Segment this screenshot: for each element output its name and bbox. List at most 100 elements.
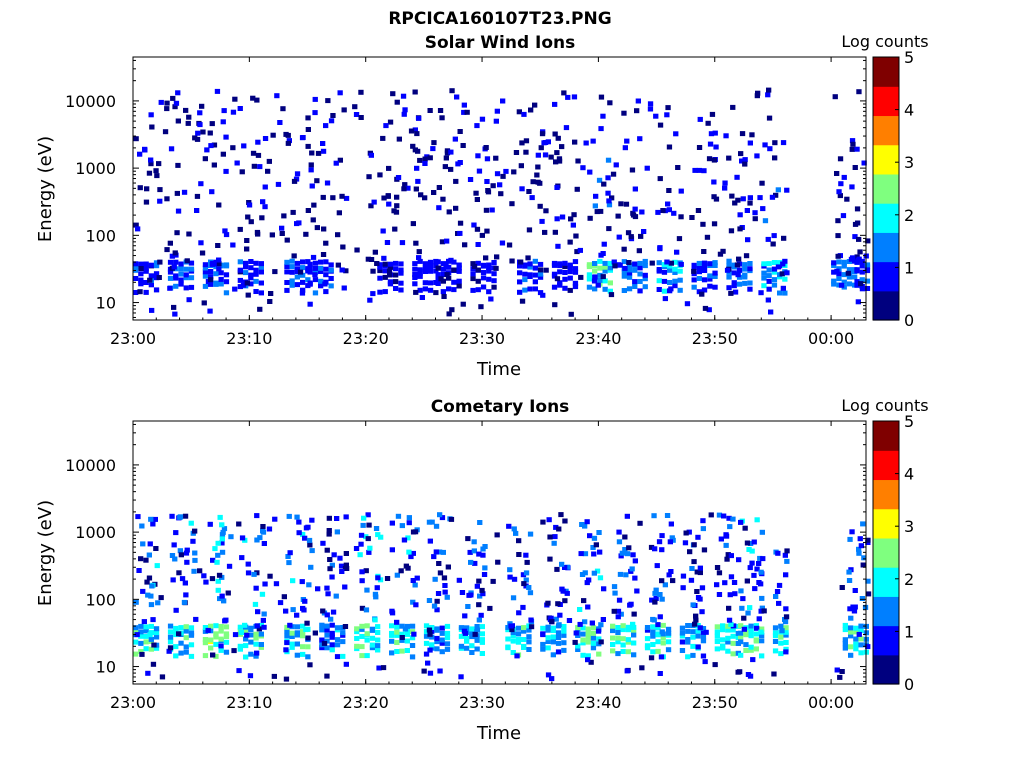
- spectrogram-cell: [253, 289, 259, 294]
- spectrogram-cell: [759, 595, 765, 601]
- spectrogram-cell: [221, 108, 227, 114]
- spectrogram-cell: [468, 559, 474, 565]
- spectrogram-cell: [258, 631, 264, 637]
- spectrogram-cell: [178, 271, 184, 277]
- spectrogram-cell: [336, 210, 342, 216]
- spectrogram-cell: [864, 268, 871, 274]
- spectrogram-cell: [631, 611, 637, 617]
- spectrogram-cell: [208, 637, 214, 643]
- spectrogram-cell: [545, 600, 551, 606]
- spectrogram-cell: [598, 639, 604, 645]
- spectrogram-cell: [772, 155, 778, 161]
- spectrogram-cell: [259, 215, 265, 221]
- spectrogram-cell: [219, 540, 225, 546]
- spectrogram-cell: [232, 286, 238, 292]
- spectrogram-cell: [738, 639, 744, 645]
- spectrogram-cell: [353, 112, 360, 117]
- spectrogram-cell: [847, 536, 853, 542]
- spectrogram-cell: [294, 171, 301, 177]
- spectrogram-cell: [216, 266, 222, 272]
- spectrogram-cell: [630, 212, 637, 218]
- spectrogram-cell: [178, 552, 184, 558]
- spectrogram-cell: [216, 202, 222, 208]
- x-tick-label: 23:40: [575, 329, 621, 348]
- spectrogram-cell: [178, 277, 184, 283]
- spectrogram-cell: [591, 570, 597, 576]
- spectrogram-cell: [290, 578, 296, 584]
- spectrogram-cell: [689, 215, 695, 220]
- spectrogram-cell: [423, 623, 430, 629]
- spectrogram-cell: [570, 222, 576, 228]
- spectrogram-cell: [574, 186, 580, 192]
- spectrogram-cell: [551, 540, 557, 546]
- spectrogram-cell: [215, 552, 221, 558]
- spectrogram-cell: [213, 280, 219, 286]
- spectrogram-cell: [243, 643, 249, 649]
- spectrogram-cell: [375, 647, 381, 653]
- spectrogram-cell: [133, 599, 139, 605]
- spectrogram-cell: [153, 275, 160, 281]
- spectrogram-cell: [842, 641, 848, 647]
- spectrogram-cell: [312, 110, 318, 116]
- spectrogram-cell: [782, 290, 788, 296]
- spectrogram-cell: [413, 240, 419, 246]
- spectrogram-cell: [616, 597, 623, 603]
- spectrogram-cell: [367, 545, 373, 551]
- spectrogram-cell: [632, 261, 638, 267]
- spectrogram-cell: [183, 635, 189, 641]
- spectrogram-cell: [834, 667, 840, 673]
- spectrogram-cell: [177, 514, 184, 520]
- spectrogram-cell: [691, 262, 697, 268]
- spectrogram-cell: [405, 565, 411, 571]
- spectrogram-cell: [138, 261, 144, 267]
- spectrogram-cell: [848, 629, 854, 635]
- spectrogram-cell: [143, 646, 149, 652]
- spectrogram-cell: [365, 536, 371, 542]
- spectrogram-cell: [429, 642, 435, 648]
- spectrogram-cell: [507, 574, 513, 580]
- spectrogram-cell: [452, 136, 458, 142]
- spectrogram-cell: [526, 634, 532, 640]
- spectrogram-cell: [259, 591, 266, 597]
- spectrogram-cell: [314, 225, 320, 231]
- spectrogram-cell: [701, 547, 708, 553]
- spectrogram-cell: [707, 141, 714, 147]
- spectrogram-cell: [253, 267, 259, 273]
- spectrogram-cell: [300, 629, 306, 635]
- spectrogram-cell: [178, 281, 184, 287]
- spectrogram-cell: [720, 637, 726, 643]
- spectrogram-cell: [202, 273, 209, 279]
- spectrogram-cell: [439, 115, 445, 121]
- spectrogram-cell: [675, 165, 681, 170]
- spectrogram-cell: [202, 265, 209, 271]
- spectrogram-cell: [155, 600, 161, 606]
- spectrogram-cell: [557, 612, 563, 618]
- spectrogram-cell: [324, 673, 330, 679]
- spectrogram-cell: [191, 568, 197, 574]
- spectrogram-cell: [573, 630, 579, 636]
- spectrogram-cell: [691, 268, 697, 274]
- spectrogram-cell: [753, 631, 759, 637]
- spectrogram-cell: [422, 269, 428, 274]
- spectrogram-cell: [177, 548, 183, 554]
- spectrogram-cell: [309, 183, 315, 189]
- spectrogram-cell: [511, 526, 517, 532]
- spectrogram-cell: [198, 181, 204, 187]
- spectrogram-cell: [660, 208, 666, 213]
- spectrogram-cell: [367, 297, 373, 303]
- spectrogram-cell: [164, 247, 170, 253]
- spectrogram-cell: [143, 633, 149, 639]
- spectrogram-cell: [414, 165, 420, 171]
- spectrogram-cell: [328, 262, 334, 268]
- spectrogram-cell: [365, 512, 371, 518]
- spectrogram-cell: [691, 559, 697, 565]
- spectrogram-cell: [559, 144, 565, 150]
- spectrogram-cell: [188, 266, 195, 272]
- spectrogram-cell: [400, 93, 407, 99]
- spectrogram-cell: [194, 208, 200, 213]
- spectrogram-cell: [779, 628, 785, 634]
- spectrogram-cell: [416, 249, 422, 255]
- spectrogram-cells: [133, 512, 872, 682]
- spectrogram-cell: [858, 628, 864, 634]
